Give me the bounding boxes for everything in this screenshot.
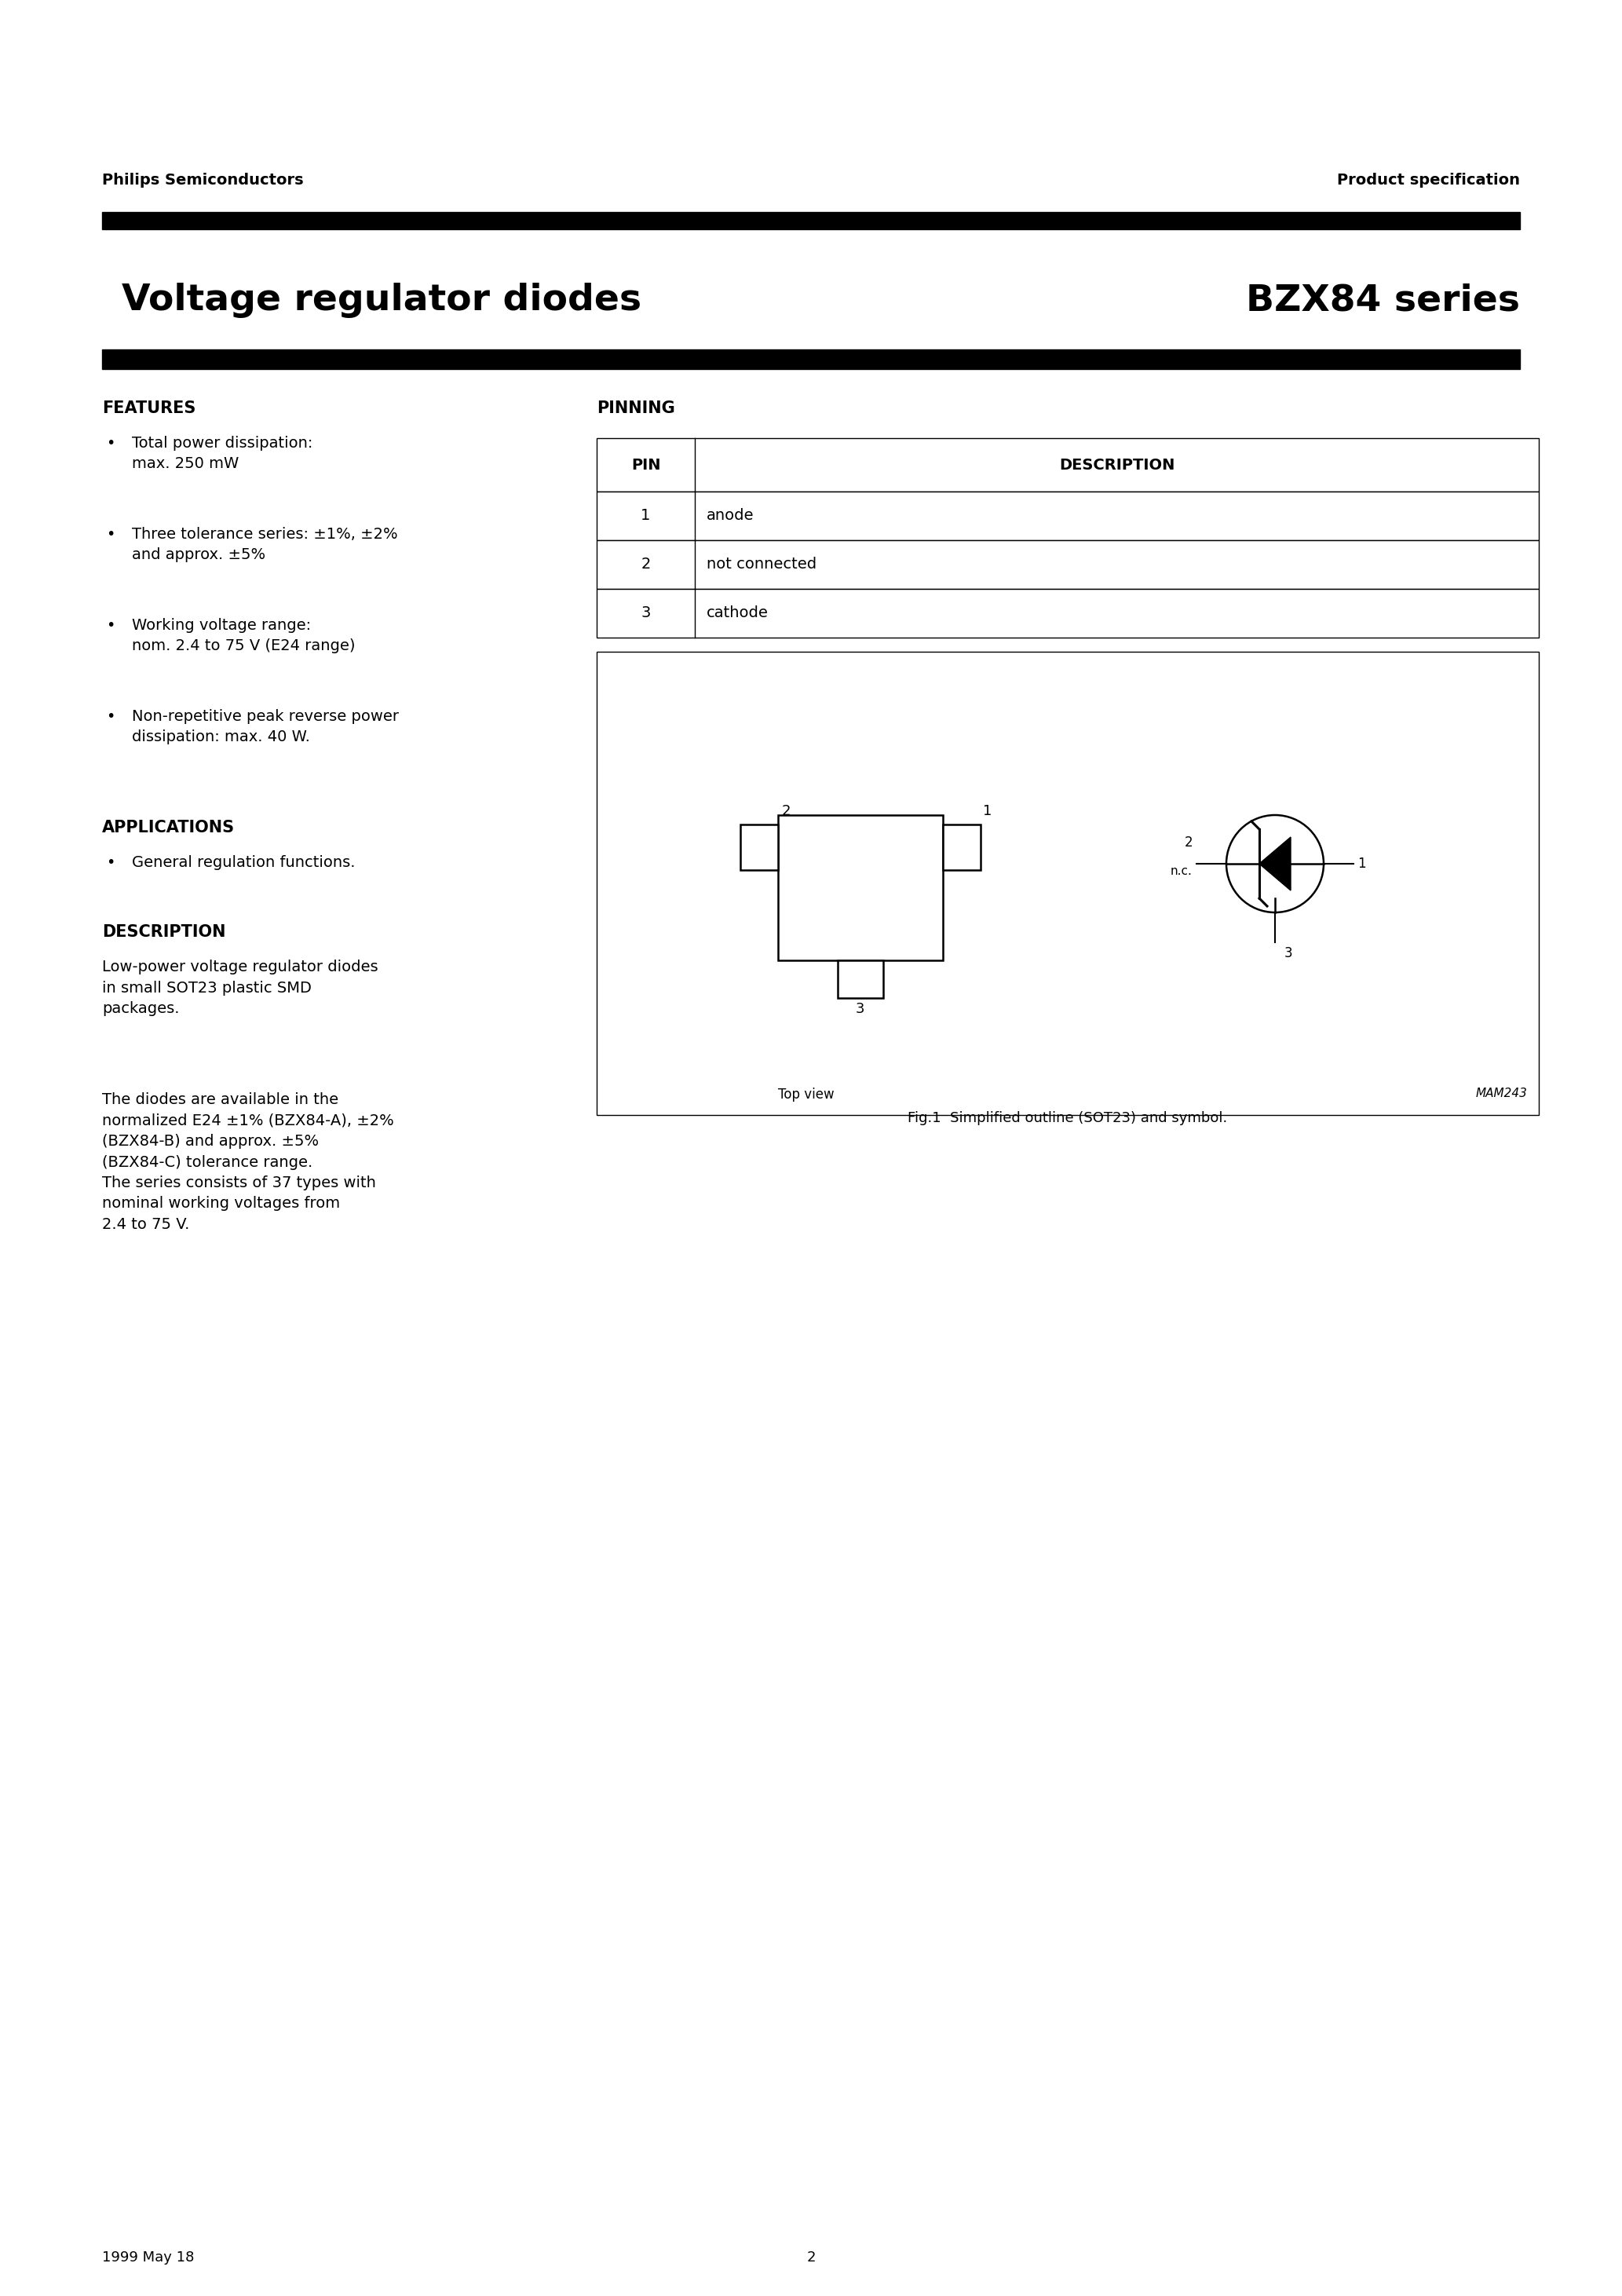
Text: anode: anode xyxy=(707,507,754,523)
Text: 2: 2 xyxy=(1184,836,1192,850)
Text: Fig.1  Simplified outline (SOT23) and symbol.: Fig.1 Simplified outline (SOT23) and sym… xyxy=(908,1111,1228,1125)
Text: 3: 3 xyxy=(641,606,650,620)
Text: The diodes are available in the
normalized E24 ±1% (BZX84-A), ±2%
(BZX84-B) and : The diodes are available in the normaliz… xyxy=(102,1093,394,1233)
Text: not connected: not connected xyxy=(707,558,816,572)
Text: 1: 1 xyxy=(983,804,993,817)
Bar xyxy=(740,824,779,870)
Bar xyxy=(597,652,1539,1116)
Text: Three tolerance series: ±1%, ±2%
and approx. ±5%: Three tolerance series: ±1%, ±2% and app… xyxy=(131,526,397,563)
Text: Working voltage range:
nom. 2.4 to 75 V (E24 range): Working voltage range: nom. 2.4 to 75 V … xyxy=(131,618,355,654)
Text: •: • xyxy=(105,436,115,450)
Text: 2: 2 xyxy=(782,804,792,817)
Text: •: • xyxy=(105,709,115,723)
Text: MAM243: MAM243 xyxy=(1476,1088,1526,1100)
Bar xyxy=(102,349,1520,370)
Text: Top view: Top view xyxy=(779,1088,834,1102)
Text: Product specification: Product specification xyxy=(1337,172,1520,188)
Text: DESCRIPTION: DESCRIPTION xyxy=(102,925,225,939)
Text: •: • xyxy=(105,854,115,870)
Text: 1: 1 xyxy=(1358,856,1366,870)
Text: PIN: PIN xyxy=(631,457,660,473)
Text: n.c.: n.c. xyxy=(1171,866,1192,877)
Text: PINNING: PINNING xyxy=(597,400,675,416)
Bar xyxy=(597,491,1539,540)
Text: cathode: cathode xyxy=(707,606,769,620)
Text: Total power dissipation:
max. 250 mW: Total power dissipation: max. 250 mW xyxy=(131,436,313,471)
Text: 1999 May 18: 1999 May 18 xyxy=(102,2250,195,2264)
Text: 3: 3 xyxy=(1285,946,1293,960)
Text: DESCRIPTION: DESCRIPTION xyxy=(1059,457,1174,473)
Text: Philips Semiconductors: Philips Semiconductors xyxy=(102,172,303,188)
Bar xyxy=(102,211,1520,230)
Text: 3: 3 xyxy=(856,1001,865,1015)
Text: 2: 2 xyxy=(641,558,650,572)
Text: APPLICATIONS: APPLICATIONS xyxy=(102,820,235,836)
Circle shape xyxy=(1226,815,1324,912)
Text: FEATURES: FEATURES xyxy=(102,400,196,416)
Text: General regulation functions.: General regulation functions. xyxy=(131,854,355,870)
Bar xyxy=(942,824,981,870)
Bar xyxy=(779,815,942,960)
Text: Non-repetitive peak reverse power
dissipation: max. 40 W.: Non-repetitive peak reverse power dissip… xyxy=(131,709,399,744)
Text: •: • xyxy=(105,526,115,542)
Bar xyxy=(597,439,1539,491)
Text: 2: 2 xyxy=(806,2250,816,2264)
Bar xyxy=(597,540,1539,588)
Bar xyxy=(837,960,884,999)
Text: •: • xyxy=(105,618,115,634)
Bar xyxy=(597,588,1539,638)
Text: Low-power voltage regulator diodes
in small SOT23 plastic SMD
packages.: Low-power voltage regulator diodes in sm… xyxy=(102,960,378,1017)
Text: BZX84 series: BZX84 series xyxy=(1246,282,1520,319)
Polygon shape xyxy=(1259,838,1291,891)
Text: Voltage regulator diodes: Voltage regulator diodes xyxy=(122,282,642,319)
Text: 1: 1 xyxy=(641,507,650,523)
